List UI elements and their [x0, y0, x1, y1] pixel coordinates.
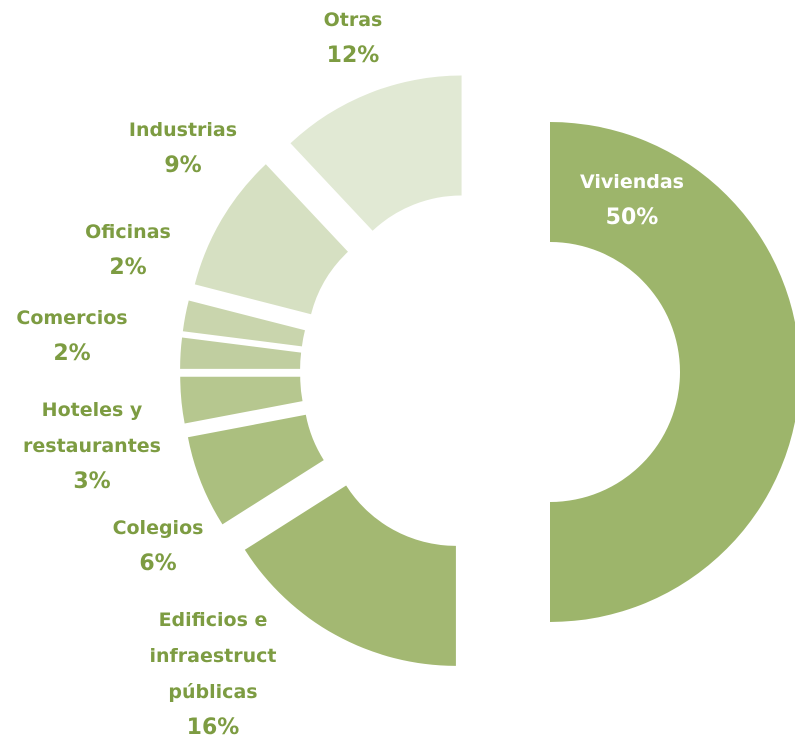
segment-label: Comercios 2%	[0, 300, 152, 372]
donut-segment	[180, 376, 303, 424]
donut-segment	[180, 337, 302, 369]
segment-label: Otras 12%	[273, 2, 433, 74]
donut-segment	[550, 122, 795, 622]
donut-segment	[290, 75, 462, 231]
category-name: Hoteles y restaurantes	[23, 399, 161, 457]
value-label: 2%	[53, 341, 91, 366]
category-name: Comercios	[16, 307, 128, 329]
donut-segment	[194, 164, 348, 315]
segment-label: Colegios 6%	[78, 510, 238, 582]
value-label: 16%	[186, 715, 240, 740]
value-label: 9%	[164, 153, 202, 178]
donut-segment	[187, 414, 324, 525]
segment-label: Oficinas 2%	[48, 214, 208, 286]
segment-label: Edificios e infraestruct públicas 16%	[133, 602, 293, 746]
segment-label: Industrias 9%	[103, 112, 263, 184]
value-label: 3%	[73, 469, 111, 494]
segment-label: Hoteles y restaurantes 3%	[10, 392, 175, 500]
value-label: 6%	[139, 551, 177, 576]
value-label: 12%	[326, 43, 380, 68]
value-label: 2%	[109, 255, 147, 280]
category-name: Industrias	[128, 119, 238, 141]
value-label: 50%	[605, 205, 659, 230]
category-name: Colegios	[112, 517, 204, 539]
segment-label: Viviendas 50%	[552, 164, 712, 236]
donut-segment	[182, 300, 305, 347]
category-name: Oficinas	[85, 221, 171, 243]
category-name: Otras	[323, 9, 383, 31]
category-name: Viviendas	[580, 171, 684, 193]
donut-segment	[244, 485, 456, 666]
category-name: Edificios e infraestruct públicas	[149, 609, 277, 703]
